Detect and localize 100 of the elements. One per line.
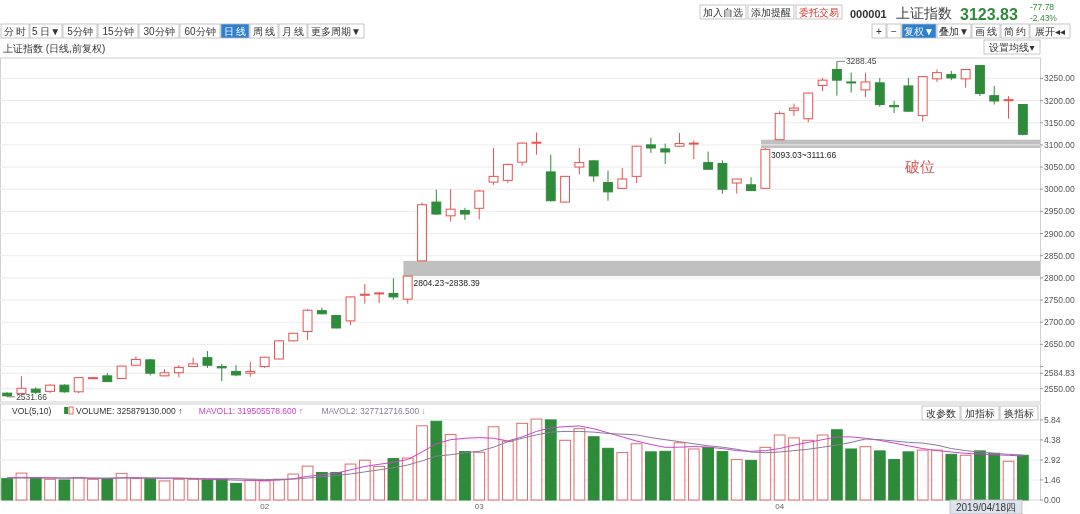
y-tick-label: 2750.00	[1044, 295, 1075, 306]
bar	[387, 458, 400, 501]
legend-title: VOL(5,10)	[12, 406, 52, 416]
candlestick	[989, 85, 1000, 106]
bar	[101, 478, 114, 501]
bar	[201, 479, 214, 501]
text: -77.78	[1030, 2, 1055, 12]
text: 设置均线▾	[989, 42, 1035, 53]
bar	[444, 433, 457, 501]
y-tick-label: 5.84	[1044, 414, 1061, 425]
bar	[244, 479, 257, 501]
bar	[115, 472, 128, 501]
y-tick-label: 2.92	[1044, 454, 1061, 465]
text: 3123.83	[960, 6, 1018, 23]
y-tick-label: 2650.00	[1044, 339, 1075, 350]
candlestick	[645, 137, 656, 154]
y-tick-label: 3000.00	[1044, 184, 1075, 195]
bar	[401, 457, 414, 501]
y-tick-label: 2900.00	[1044, 228, 1075, 239]
candlestick	[688, 139, 699, 160]
bar	[916, 449, 929, 501]
bar	[373, 465, 385, 501]
bar	[287, 473, 300, 501]
annotation: 破位	[904, 158, 935, 175]
bar	[873, 450, 886, 501]
bar	[459, 451, 471, 501]
candlestick	[402, 275, 413, 305]
bar	[974, 450, 986, 501]
candlestick	[274, 339, 284, 360]
candlestick	[617, 167, 628, 190]
bar	[487, 426, 500, 501]
bar	[187, 478, 199, 501]
bar	[344, 463, 357, 501]
bar	[29, 477, 42, 501]
text: 月 线	[281, 26, 305, 37]
text: −	[891, 26, 898, 37]
candlestick	[188, 357, 199, 368]
candlestick	[445, 188, 456, 223]
bar	[130, 478, 142, 501]
bar	[230, 482, 242, 501]
bar	[845, 448, 858, 501]
legend-label: VOLUME: 325879130.000 ↑	[76, 406, 183, 416]
candlestick	[488, 147, 499, 186]
bar	[416, 425, 428, 501]
text: 画 线	[974, 26, 998, 37]
text: +	[876, 26, 883, 37]
candlestick	[960, 68, 971, 89]
y-tick-label: 3250.00	[1044, 73, 1075, 84]
bar	[473, 451, 486, 501]
bar	[802, 439, 815, 501]
bar	[659, 450, 672, 501]
candlestick	[574, 147, 585, 176]
y-tick-label: 2800.00	[1044, 272, 1075, 283]
bar	[702, 446, 714, 501]
bar	[745, 459, 757, 501]
candlestick	[889, 100, 900, 114]
bar	[44, 478, 56, 501]
annotation: 2531.66	[16, 391, 48, 402]
text: 60分钟	[184, 26, 216, 37]
bar	[544, 419, 557, 501]
bar	[716, 451, 729, 501]
text: 加入自选	[703, 7, 743, 18]
bar	[516, 422, 529, 501]
bar	[831, 429, 843, 501]
text: 展开◂◂	[1034, 26, 1066, 37]
text: 周 线	[252, 26, 276, 37]
y-tick-label: 3050.00	[1044, 162, 1075, 173]
band-label: 2804.23~2838.39	[413, 278, 481, 288]
bar	[172, 478, 185, 501]
candlestick	[302, 308, 313, 341]
y-tick-label: 3200.00	[1044, 95, 1075, 106]
bar	[616, 452, 629, 501]
text: MAVOL1: 319505578.600 ↑	[198, 406, 304, 416]
bar	[945, 453, 958, 501]
text: 委托交易	[799, 7, 839, 18]
bar	[258, 480, 271, 501]
bar	[58, 479, 71, 501]
bar	[816, 434, 829, 501]
text: 添加提醒	[751, 7, 791, 18]
text: MAVOL2: 327712716.500 ↓	[321, 406, 426, 416]
candlestick	[789, 103, 799, 117]
text: 5分钟	[67, 26, 93, 37]
candlestick	[703, 151, 714, 171]
bar	[215, 478, 228, 501]
x-tick-label: 02	[260, 502, 270, 511]
bar	[959, 454, 972, 501]
bar	[144, 478, 157, 501]
text: 30分钟	[143, 26, 175, 37]
candlestick	[874, 77, 885, 108]
bar	[673, 442, 686, 501]
bar	[687, 448, 700, 501]
annotation: 3288.45	[845, 56, 877, 67]
candlestick	[531, 131, 542, 156]
text: -2.43%	[1030, 13, 1058, 23]
y-tick-label: 4.38	[1044, 434, 1061, 445]
candlestick	[345, 295, 356, 326]
candlestick	[460, 207, 470, 221]
text: 2019/04/18四	[955, 502, 1017, 513]
y-tick-label: 2950.00	[1044, 206, 1075, 217]
bar	[931, 449, 943, 501]
